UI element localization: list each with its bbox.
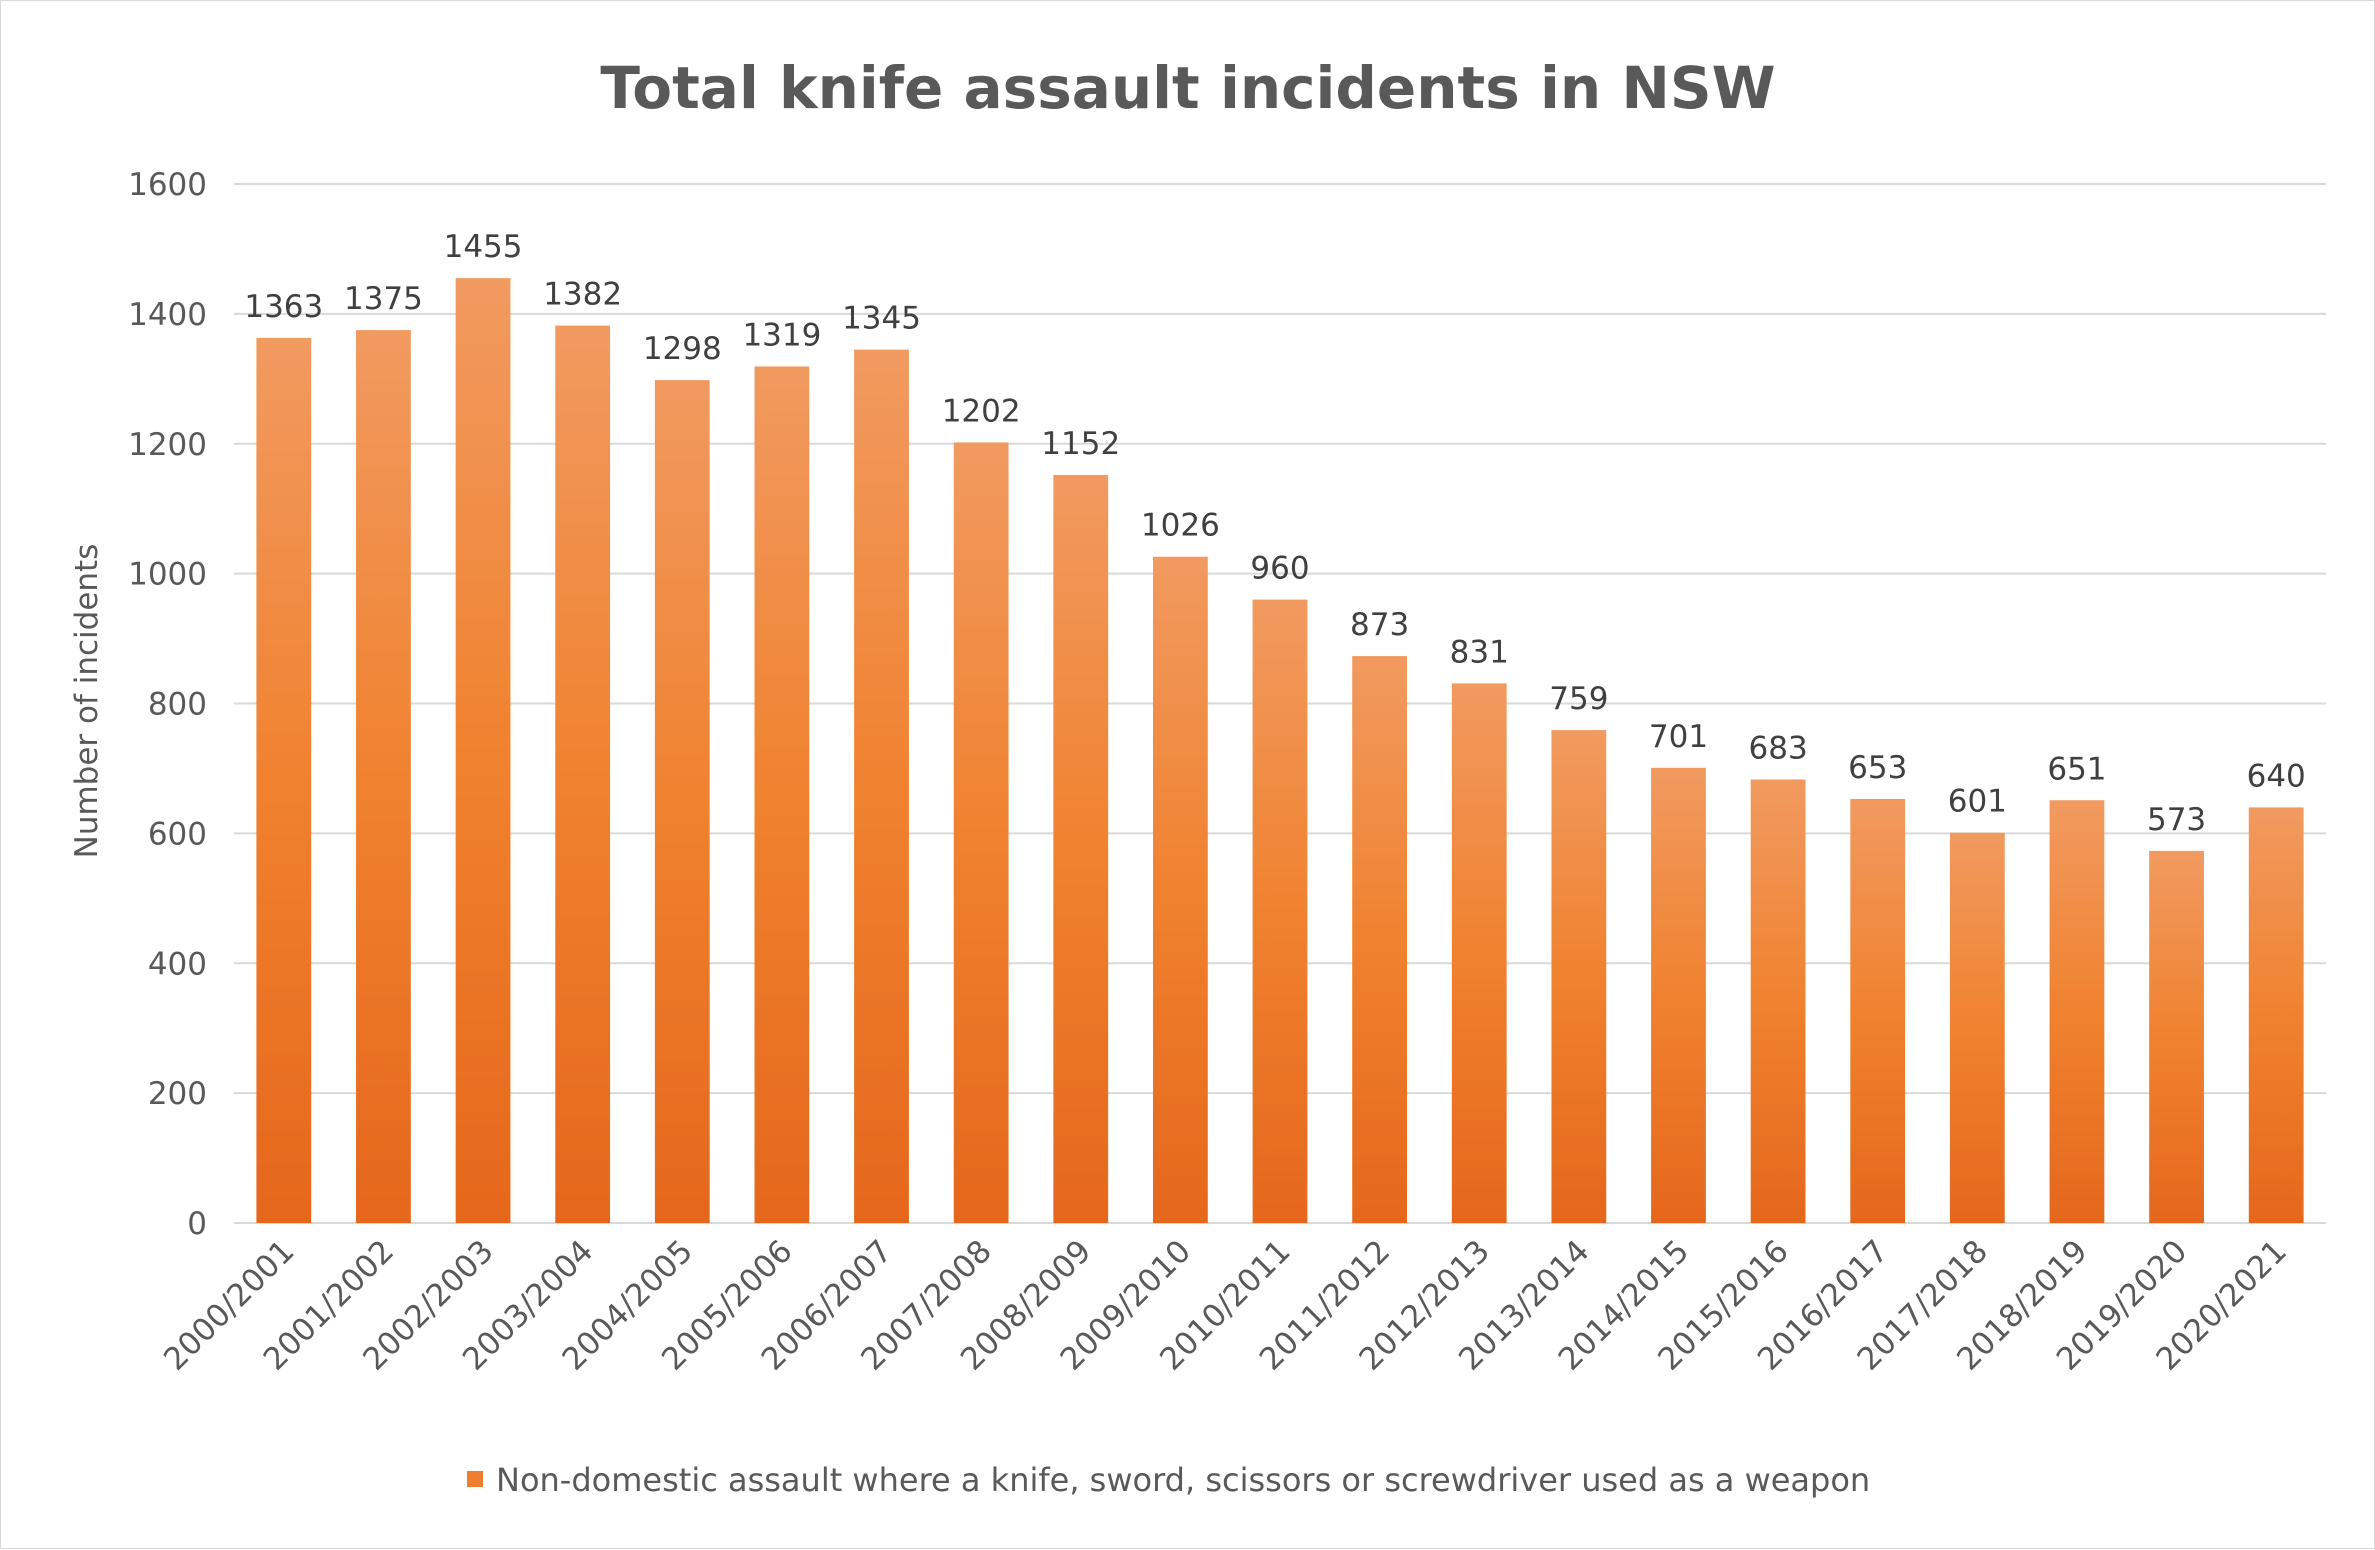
y-tick-label: 400 (148, 946, 207, 982)
bar (1651, 767, 1706, 1223)
bar (1551, 730, 1607, 1223)
legend-label: Non-domestic assault where a knife, swor… (496, 1461, 1870, 1499)
y-tick-label: 800 (148, 687, 207, 723)
bar (854, 349, 909, 1223)
data-label: 1363 (244, 289, 323, 325)
legend-swatch (467, 1471, 483, 1487)
bars (256, 278, 2304, 1224)
data-label: 759 (1549, 681, 1608, 717)
y-axis-ticks: 0 200 400 600 800 1000 1200 1400 1600 (128, 167, 207, 1242)
bar (1152, 556, 1208, 1223)
data-label: 873 (1350, 607, 1409, 643)
y-tick-label: 1000 (128, 557, 207, 593)
data-label: 573 (2147, 802, 2206, 838)
bar (1949, 832, 2005, 1223)
bar (654, 380, 710, 1224)
data-label: 683 (1749, 730, 1808, 766)
bar (1850, 798, 1906, 1223)
bar (1053, 474, 1109, 1223)
x-axis-ticks: 2000/20012001/20022002/20032003/20042004… (157, 1233, 2294, 1377)
y-tick-label: 0 (187, 1206, 207, 1242)
data-label: 1455 (444, 229, 523, 265)
data-label: 1202 (942, 393, 1021, 429)
data-label: 1026 (1141, 508, 1220, 544)
y-axis-title: Number of incidents (69, 544, 105, 859)
data-label: 601 (1948, 784, 2007, 820)
y-tick-label: 1400 (128, 297, 207, 333)
y-tick-label: 200 (148, 1076, 207, 1112)
y-tick-label: 1600 (128, 167, 207, 203)
bar (2248, 807, 2304, 1223)
chart-title: Total knife assault incidents in NSW (600, 54, 1775, 122)
bar (1750, 779, 1806, 1223)
data-label: 1375 (344, 281, 423, 317)
bar (555, 325, 611, 1224)
data-label: 1298 (643, 331, 722, 367)
data-label: 831 (1450, 634, 1509, 670)
bar (2049, 800, 2105, 1223)
data-labels: 1363 1375 1455 1382 1298 1319 1345 1202 1152 1026… (244, 229, 2305, 838)
bar (953, 442, 1009, 1223)
data-label: 653 (1848, 750, 1907, 786)
bar (1352, 656, 1408, 1223)
data-label: 1345 (842, 301, 921, 337)
legend: Non-domestic assault where a knife, swor… (467, 1461, 1870, 1499)
data-label: 1152 (1041, 426, 1120, 462)
bar (1252, 599, 1308, 1223)
bar (754, 366, 810, 1223)
data-label: 701 (1649, 719, 1708, 755)
data-label: 1382 (543, 277, 622, 313)
y-tick-label: 1200 (128, 427, 207, 463)
data-label: 1319 (742, 317, 821, 353)
bar (356, 330, 411, 1223)
data-label: 960 (1250, 551, 1309, 587)
bar (2149, 850, 2204, 1223)
bar (256, 337, 312, 1224)
data-label: 640 (2247, 758, 2306, 794)
bar (455, 278, 511, 1223)
y-tick-label: 600 (148, 816, 207, 852)
bar (1451, 683, 1507, 1223)
data-label: 651 (2047, 751, 2106, 787)
